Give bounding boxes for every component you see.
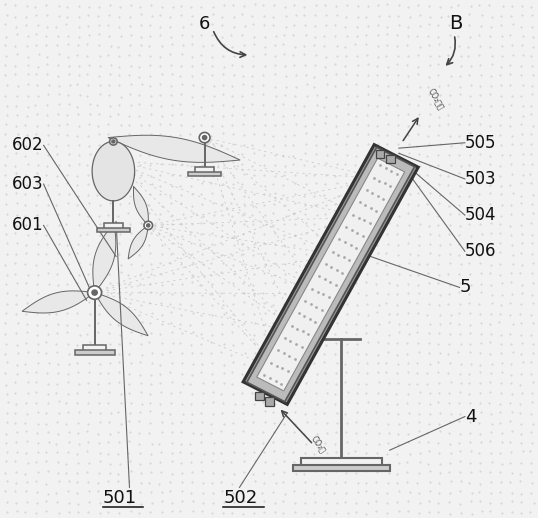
Bar: [255, 392, 264, 400]
Text: 505: 505: [465, 134, 497, 152]
Bar: [83, 346, 107, 352]
Text: 503: 503: [465, 170, 497, 188]
Circle shape: [112, 140, 115, 143]
Circle shape: [147, 224, 150, 227]
Text: 6: 6: [199, 15, 210, 33]
Circle shape: [144, 221, 153, 229]
Polygon shape: [92, 141, 134, 201]
Text: 504: 504: [465, 206, 497, 224]
Polygon shape: [128, 225, 148, 259]
Text: 602: 602: [11, 136, 43, 154]
Bar: [265, 397, 274, 406]
Text: 506: 506: [465, 242, 497, 260]
Text: CO₂出口: CO₂出口: [427, 87, 446, 111]
Bar: [188, 172, 221, 176]
Text: CO₂进: CO₂进: [310, 434, 328, 454]
Bar: [195, 167, 214, 173]
Bar: [104, 223, 123, 229]
Circle shape: [202, 136, 207, 140]
Text: 5: 5: [459, 278, 471, 296]
Circle shape: [199, 133, 210, 143]
Bar: [75, 351, 115, 355]
Polygon shape: [133, 186, 148, 225]
Circle shape: [110, 138, 117, 145]
Polygon shape: [243, 145, 418, 405]
Bar: [293, 465, 390, 471]
Text: 603: 603: [11, 175, 43, 193]
Text: 4: 4: [465, 408, 476, 426]
Circle shape: [92, 290, 97, 295]
Bar: [376, 150, 384, 158]
Bar: [97, 228, 130, 232]
Text: 501: 501: [103, 488, 137, 507]
Circle shape: [88, 286, 102, 299]
Polygon shape: [247, 147, 415, 401]
Polygon shape: [22, 291, 95, 313]
Polygon shape: [108, 135, 240, 162]
Text: B: B: [449, 15, 462, 34]
Polygon shape: [257, 158, 405, 391]
Text: 601: 601: [11, 217, 43, 235]
Bar: [301, 458, 381, 466]
Polygon shape: [95, 293, 148, 336]
Bar: [386, 155, 394, 163]
Polygon shape: [93, 223, 116, 293]
Text: 502: 502: [223, 488, 258, 507]
